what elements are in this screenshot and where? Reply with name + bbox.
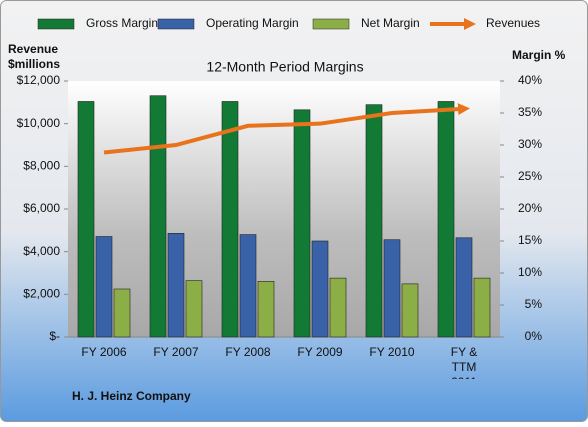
- x-tick-label-box: FY 2006: [81, 345, 127, 359]
- bar: [293, 109, 311, 338]
- bar: [221, 101, 239, 338]
- bar: [77, 101, 95, 338]
- y2-tick-label: 0%: [525, 329, 543, 343]
- bar: [383, 239, 401, 338]
- x-tick-label-box: FY 2007: [153, 345, 199, 359]
- bar: [113, 288, 131, 338]
- legend-label: Revenues: [486, 16, 540, 30]
- legend-swatch: [157, 18, 195, 30]
- y2-tick-label: 10%: [518, 265, 542, 279]
- y2-tick-label: 35%: [518, 105, 542, 119]
- y-tick-label: $4,000: [23, 244, 60, 258]
- bar: [311, 240, 329, 338]
- bar: [473, 277, 491, 338]
- y-tick-label: $-: [49, 329, 60, 343]
- y2-tick-label: 5%: [525, 297, 543, 311]
- bar: [401, 283, 419, 338]
- y2-tick-label: 30%: [518, 137, 542, 151]
- x-tick-label-box: FY 2010: [369, 345, 415, 359]
- bar: [329, 277, 347, 338]
- bar: [257, 281, 275, 338]
- bar: [167, 233, 185, 338]
- y-tick-label: $6,000: [23, 201, 60, 215]
- x-tick-label-box: FY & TTM 2011: [450, 345, 478, 379]
- legend-swatch: [312, 18, 350, 30]
- bar: [149, 95, 167, 338]
- y2-tick-label: 20%: [518, 201, 542, 215]
- x-tick-label: FY 2008: [225, 345, 271, 359]
- y-axis-title: Revenue $millions: [8, 42, 61, 71]
- bar: [95, 236, 113, 338]
- x-tick-label-box: FY 2008: [225, 345, 271, 359]
- y-tick-label: $10,000: [17, 116, 61, 130]
- plot-area: [68, 81, 500, 337]
- y2-tick-label: 40%: [518, 73, 542, 87]
- y-tick-label: $8,000: [23, 159, 60, 173]
- y2-tick-label: 25%: [518, 169, 542, 183]
- legend-swatch: [37, 18, 75, 30]
- line: [103, 103, 470, 155]
- x-tick-label-box: FY 2009: [297, 345, 343, 359]
- bar: [455, 237, 473, 338]
- y2-axis-title: Margin %: [512, 48, 566, 62]
- legend-label: Net Margin: [361, 16, 420, 30]
- bar: [185, 280, 203, 338]
- x-tick-label: FY 2007: [153, 345, 199, 359]
- x-tick-label: FY 2009: [297, 345, 343, 359]
- y2-tick-label: 15%: [518, 233, 542, 247]
- legend-label: Gross Margin: [86, 16, 158, 30]
- bar: [365, 104, 383, 338]
- bar: [239, 234, 257, 338]
- x-tick-label: FY 2010: [369, 345, 415, 359]
- y-axis-title-box: Revenue $millions: [8, 42, 61, 71]
- y-tick-label: $12,000: [17, 73, 61, 87]
- legend-label: Operating Margin: [206, 16, 299, 30]
- chart-title: 12-Month Period Margins: [206, 59, 363, 75]
- y-tick-label: $2,000: [23, 287, 60, 301]
- bar: [437, 101, 455, 338]
- footer: H. J. Heinz Company: [72, 389, 191, 403]
- x-tick-label: FY 2006: [81, 345, 127, 359]
- x-tick-label: FY & TTM 2011: [450, 345, 478, 379]
